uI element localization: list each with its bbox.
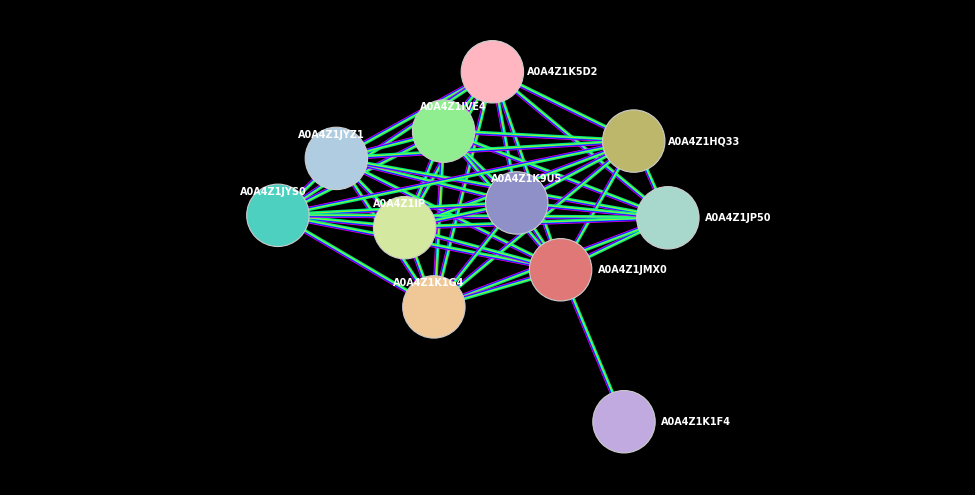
Ellipse shape bbox=[486, 172, 548, 234]
Text: A0A4Z1JYS0: A0A4Z1JYS0 bbox=[240, 187, 306, 197]
Ellipse shape bbox=[412, 100, 475, 162]
Ellipse shape bbox=[603, 110, 665, 172]
Ellipse shape bbox=[403, 276, 465, 338]
Text: A0A4Z1K9U5: A0A4Z1K9U5 bbox=[490, 174, 563, 184]
Text: A0A4Z1JP50: A0A4Z1JP50 bbox=[705, 213, 771, 223]
Ellipse shape bbox=[247, 184, 309, 247]
Text: A0A4Z1JMX0: A0A4Z1JMX0 bbox=[598, 265, 668, 275]
Ellipse shape bbox=[373, 197, 436, 259]
Text: A0A4Z1HQ33: A0A4Z1HQ33 bbox=[668, 136, 740, 146]
Ellipse shape bbox=[637, 187, 699, 249]
Ellipse shape bbox=[461, 41, 524, 103]
Ellipse shape bbox=[593, 391, 655, 453]
Text: A0A4Z1IVE4: A0A4Z1IVE4 bbox=[420, 102, 487, 112]
Text: A0A4Z1K1G4: A0A4Z1K1G4 bbox=[393, 278, 465, 288]
Text: A0A4Z1IP: A0A4Z1IP bbox=[373, 199, 426, 209]
Text: A0A4Z1K5D2: A0A4Z1K5D2 bbox=[526, 67, 598, 77]
Text: A0A4Z1JYZ1: A0A4Z1JYZ1 bbox=[298, 130, 365, 140]
Ellipse shape bbox=[529, 239, 592, 301]
Text: A0A4Z1K1F4: A0A4Z1K1F4 bbox=[661, 417, 731, 427]
Ellipse shape bbox=[305, 127, 368, 190]
